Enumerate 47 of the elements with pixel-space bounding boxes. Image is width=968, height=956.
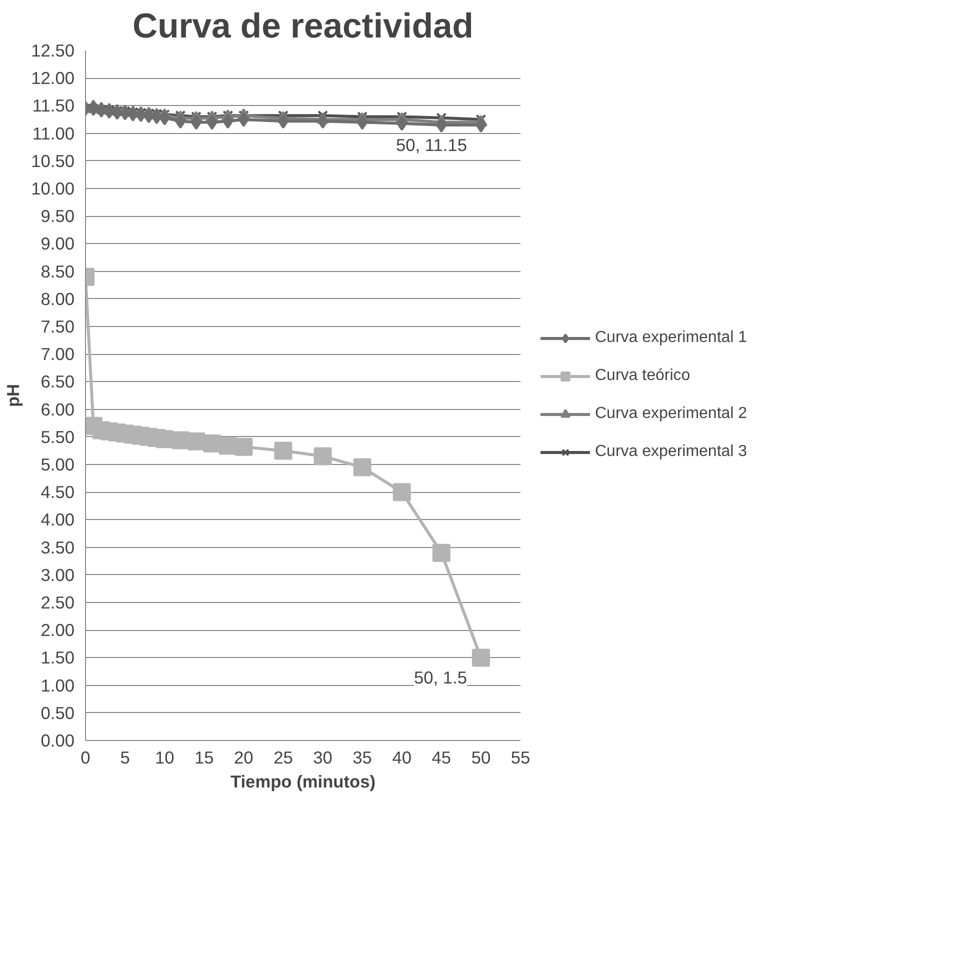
y-tick-label: 9.50 — [40, 206, 75, 226]
y-tick-label: 6.00 — [40, 399, 75, 420]
y-tick-label: 10.50 — [31, 150, 75, 171]
annotation: 50, 11.15 — [396, 135, 467, 156]
y-tick-label: 4.50 — [40, 482, 75, 502]
y-tick-label: 5.00 — [40, 454, 75, 474]
x-tick-label: 10 — [154, 748, 174, 768]
chart-title: Curva de reactividad — [132, 8, 474, 46]
y-tick-label: 1.00 — [40, 675, 75, 696]
y-tick-label: 12.00 — [31, 68, 75, 88]
y-tick-label: 10.00 — [31, 178, 75, 198]
y-tick-label: 3.00 — [40, 564, 75, 585]
x-tick-label: 25 — [274, 748, 293, 768]
y-tick-label: 0.00 — [40, 730, 75, 750]
y-tick-label: 7.00 — [40, 344, 75, 364]
y-tick-label: 11.00 — [32, 123, 74, 144]
y-axis-title: pH — [3, 384, 24, 408]
x-tick-label: 5 — [120, 748, 130, 768]
x-tick-label: 35 — [352, 748, 372, 768]
y-tick-label: 2.00 — [40, 620, 75, 640]
x-tick-label: 45 — [432, 748, 452, 768]
y-tick-label: 3.50 — [40, 537, 75, 558]
y-tick-label: 0.50 — [40, 702, 75, 723]
y-tick-label: 2.50 — [40, 592, 75, 612]
y-tick-label: 9.00 — [40, 234, 75, 254]
x-tick-label: 15 — [194, 748, 214, 768]
y-tick-label: 12.50 — [31, 40, 75, 60]
legend-label: Curva experimental 3 — [595, 443, 748, 461]
y-tick-label: 7.50 — [40, 316, 75, 336]
x-tick-label: 0 — [80, 748, 90, 768]
x-tick-label: 40 — [392, 748, 412, 768]
y-tick-label: 8.50 — [40, 261, 75, 282]
x-tick-label: 20 — [234, 748, 254, 768]
x-tick-label: 55 — [510, 748, 530, 768]
y-tick-label: 11.50 — [32, 96, 74, 116]
y-tick-label: 6.50 — [40, 372, 75, 392]
y-tick-label: 4.00 — [40, 510, 75, 530]
x-tick-label: 50 — [471, 748, 491, 768]
x-tick-label: 30 — [313, 748, 332, 768]
y-tick-label: 5.50 — [40, 426, 75, 447]
legend-label: Curva experimental 2 — [595, 405, 748, 423]
annotation: 50, 1.5 — [414, 668, 467, 688]
y-tick-label: 1.50 — [40, 648, 75, 668]
legend-label: Curva teórico — [595, 367, 690, 385]
legend-label: Curva experimental 1 — [595, 329, 748, 347]
x-axis-title: Tiempo (minutos) — [230, 772, 376, 792]
y-tick-label: 8.00 — [40, 288, 75, 309]
